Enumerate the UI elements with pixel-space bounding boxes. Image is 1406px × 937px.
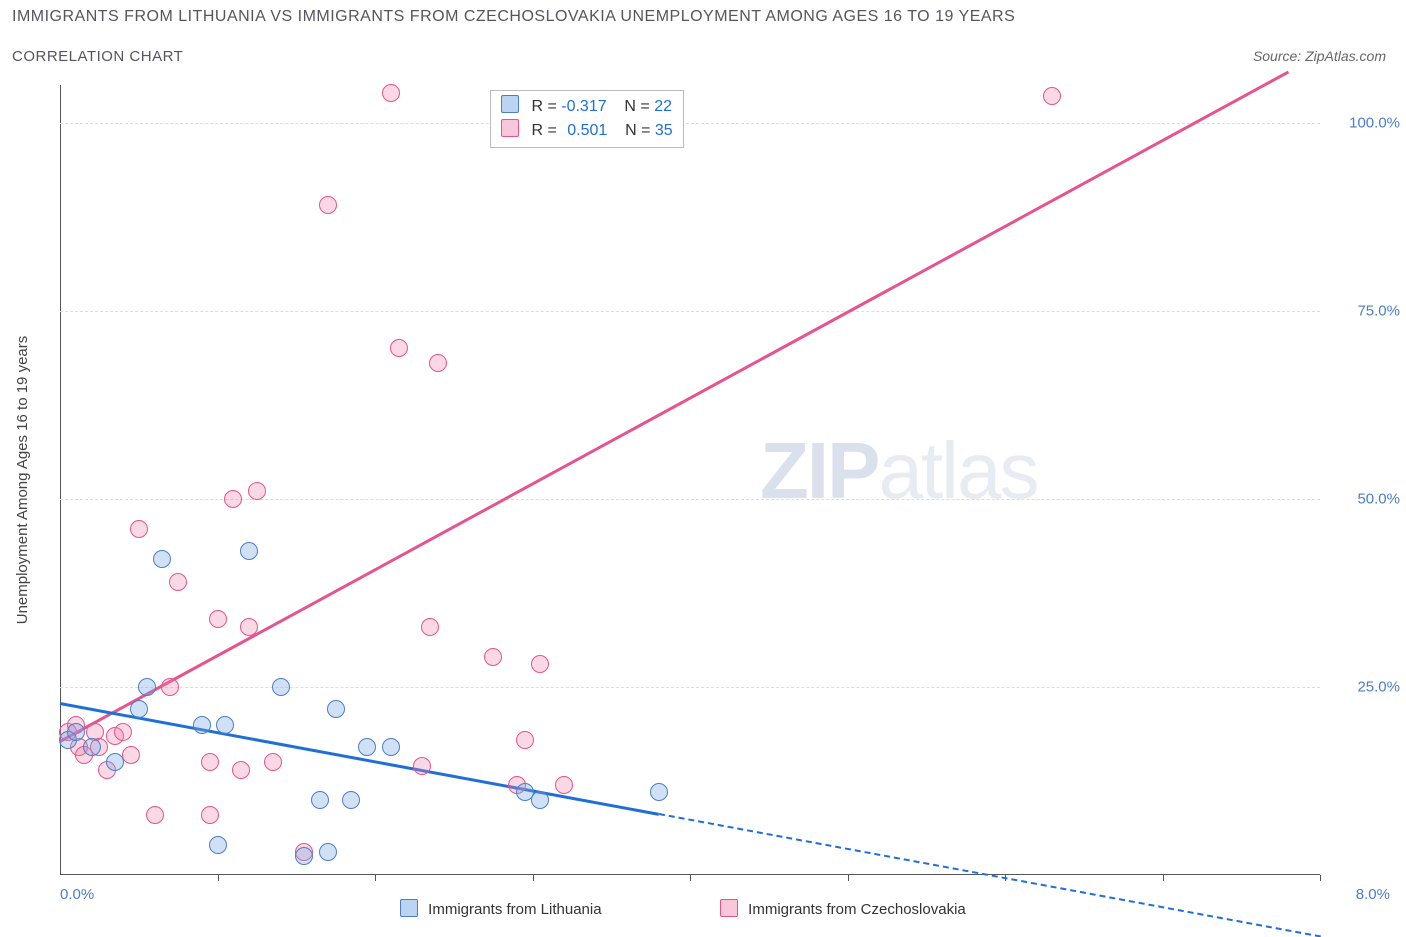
- chart-plot-area: ZIPatlas 25.0%50.0%75.0%100.0%0.0%8.0%: [60, 85, 1320, 875]
- gridline-h: [60, 123, 1320, 124]
- scatter-point-b: [224, 490, 242, 508]
- scatter-point-a: [311, 791, 329, 809]
- scatter-point-a: [130, 700, 148, 718]
- legend-row-series-b: R = 0.501 N = 35: [501, 119, 673, 143]
- x-label-max: 8.0%: [1330, 886, 1390, 903]
- bottom-label-a: Immigrants from Lithuania: [428, 901, 601, 918]
- legend-row-series-a: R = -0.317 N = 22: [501, 95, 673, 119]
- scatter-point-b: [201, 753, 219, 771]
- watermark: ZIPatlas: [760, 425, 1037, 517]
- gridline-h: [60, 499, 1320, 500]
- legend-n-label-a: N =: [624, 98, 649, 115]
- scatter-point-a: [327, 700, 345, 718]
- legend-n-label-b: N =: [625, 122, 650, 139]
- gridline-h: [60, 687, 1320, 688]
- scatter-point-a: [272, 678, 290, 696]
- scatter-point-b: [248, 482, 266, 500]
- scatter-point-b: [209, 610, 227, 628]
- x-tick: [1163, 875, 1164, 881]
- y-tick-label: 75.0%: [1330, 302, 1400, 319]
- watermark-bold: ZIP: [760, 426, 878, 515]
- x-tick: [1320, 875, 1321, 881]
- scatter-point-a: [240, 542, 258, 560]
- scatter-point-b: [555, 776, 573, 794]
- watermark-light: atlas: [878, 426, 1037, 515]
- scatter-point-a: [295, 847, 313, 865]
- scatter-point-b: [264, 753, 282, 771]
- scatter-point-b: [146, 806, 164, 824]
- gridline-h: [60, 311, 1320, 312]
- x-tick: [375, 875, 376, 881]
- y-tick-label: 100.0%: [1330, 114, 1400, 131]
- source-attribution: Source: ZipAtlas.com: [1253, 48, 1386, 64]
- scatter-point-a: [319, 843, 337, 861]
- bottom-legend-series-a: Immigrants from Lithuania: [400, 899, 602, 918]
- legend-r-label-b: R =: [531, 122, 556, 139]
- scatter-point-a: [106, 753, 124, 771]
- scatter-point-a: [153, 550, 171, 568]
- scatter-point-b: [130, 520, 148, 538]
- scatter-point-b: [201, 806, 219, 824]
- scatter-point-a: [650, 783, 668, 801]
- scatter-point-a: [193, 716, 211, 734]
- legend-n-value-a: 22: [654, 98, 672, 115]
- scatter-point-b: [484, 648, 502, 666]
- bottom-swatch-b: [720, 899, 738, 917]
- bottom-label-b: Immigrants from Czechoslovakia: [748, 901, 966, 918]
- scatter-point-b: [1043, 87, 1061, 105]
- scatter-point-b: [516, 731, 534, 749]
- scatter-point-a: [342, 791, 360, 809]
- x-tick: [218, 875, 219, 881]
- scatter-point-b: [114, 723, 132, 741]
- legend-r-label-a: R =: [531, 98, 556, 115]
- x-tick: [848, 875, 849, 881]
- scatter-point-b: [390, 339, 408, 357]
- scatter-point-a: [67, 723, 85, 741]
- scatter-point-a: [138, 678, 156, 696]
- scatter-point-a: [83, 738, 101, 756]
- x-label-min: 0.0%: [60, 886, 94, 903]
- scatter-point-b: [429, 354, 447, 372]
- legend-r-value-b: 0.501: [567, 122, 607, 139]
- scatter-point-b: [122, 746, 140, 764]
- scatter-point-b: [240, 618, 258, 636]
- scatter-point-b: [319, 196, 337, 214]
- scatter-point-b: [421, 618, 439, 636]
- scatter-point-b: [169, 573, 187, 591]
- scatter-point-b: [531, 655, 549, 673]
- scatter-point-a: [209, 836, 227, 854]
- correlation-legend-box: R = -0.317 N = 22 R = 0.501 N = 35: [490, 90, 684, 148]
- legend-swatch-a: [501, 95, 519, 113]
- scatter-point-b: [161, 678, 179, 696]
- scatter-point-b: [232, 761, 250, 779]
- scatter-point-b: [413, 757, 431, 775]
- bottom-legend-series-b: Immigrants from Czechoslovakia: [720, 899, 966, 918]
- x-tick: [533, 875, 534, 881]
- trendline-b: [59, 70, 1289, 742]
- scatter-point-b: [382, 84, 400, 102]
- y-tick-label: 50.0%: [1330, 490, 1400, 507]
- scatter-point-a: [382, 738, 400, 756]
- chart-subtitle: CORRELATION CHART: [12, 48, 183, 65]
- x-tick: [690, 875, 691, 881]
- y-axis-label: Unemployment Among Ages 16 to 19 years: [14, 336, 31, 625]
- y-axis-line: [60, 85, 61, 875]
- legend-r-value-a: -0.317: [561, 98, 606, 115]
- chart-title: IMMIGRANTS FROM LITHUANIA VS IMMIGRANTS …: [12, 8, 1015, 26]
- scatter-point-a: [358, 738, 376, 756]
- scatter-point-a: [531, 791, 549, 809]
- bottom-swatch-a: [400, 899, 418, 917]
- y-tick-label: 25.0%: [1330, 678, 1400, 695]
- scatter-point-a: [216, 716, 234, 734]
- legend-swatch-b: [501, 119, 519, 137]
- legend-n-value-b: 35: [655, 122, 673, 139]
